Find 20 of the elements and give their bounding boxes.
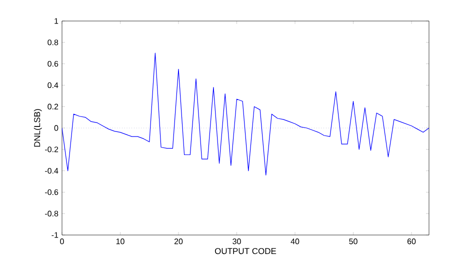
x-tick-label: 10 <box>116 238 124 244</box>
y-tick-label: 0.8 <box>48 40 58 46</box>
y-tick-label: 1 <box>54 18 58 24</box>
x-tick-label: 20 <box>174 238 183 244</box>
x-axis-title: OUTPUT CODE <box>214 248 276 254</box>
y-tick-label: 0 <box>54 125 58 131</box>
x-tick-label: 60 <box>407 238 416 244</box>
y-axis-title: DNL(LSB) <box>34 109 42 147</box>
y-tick-label: -0.6 <box>45 189 58 196</box>
y-tick-label: 0.2 <box>48 104 58 110</box>
y-tick-label: -0.8 <box>45 210 58 216</box>
y-tick-label: -1 <box>52 232 58 238</box>
x-tick-label: 40 <box>290 238 300 244</box>
y-tick-label: 0.4 <box>48 82 58 88</box>
x-tick-label: 30 <box>232 238 241 244</box>
y-tick-label: -0.4 <box>45 168 58 174</box>
y-tick-label: -0.2 <box>45 146 58 152</box>
x-tick-label: 50 <box>349 238 358 244</box>
x-tick-label: 0 <box>60 238 64 244</box>
y-tick-label: 0.6 <box>48 60 58 67</box>
